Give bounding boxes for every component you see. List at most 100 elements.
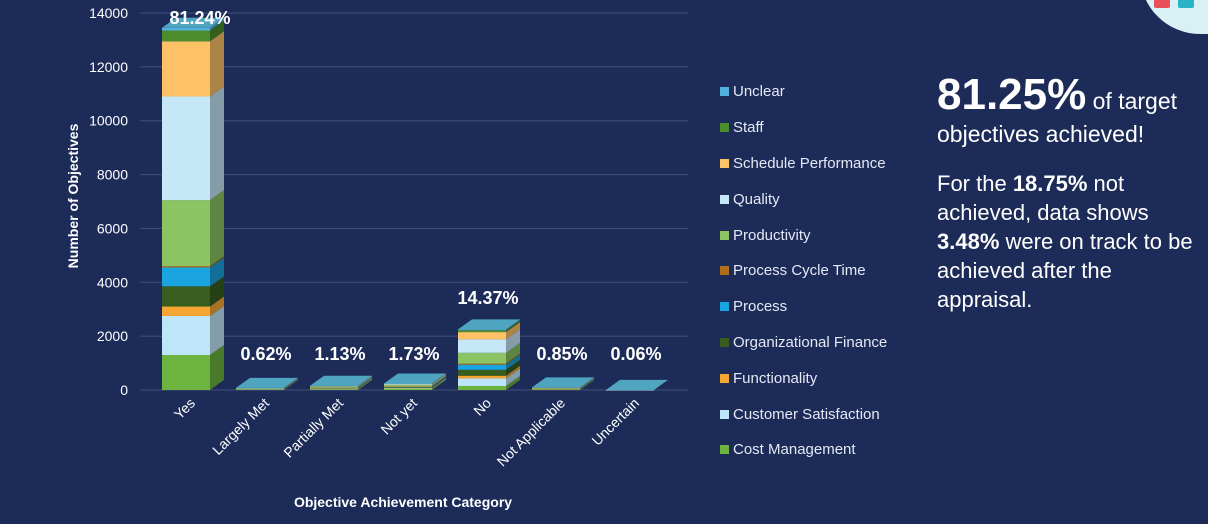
- y-tick-label: 12000: [89, 59, 128, 75]
- bar-segment-side: [284, 379, 298, 390]
- legend-swatch: [720, 302, 729, 312]
- bar-segment: [310, 388, 358, 389]
- legend-item-schedule-performance: Schedule Performance: [720, 146, 920, 182]
- legend-item-organizational-finance: Organizational Finance: [720, 325, 920, 361]
- data-label: 1.13%: [314, 344, 365, 364]
- bar-segment: [310, 386, 358, 388]
- headline-percentage: 81.25%: [937, 70, 1087, 119]
- bar-segment-side: [580, 377, 594, 389]
- bar-segment-side: [284, 377, 298, 388]
- bar-segment-side: [580, 378, 594, 390]
- bar-segment-side: [654, 379, 668, 390]
- bar-segment: [310, 385, 358, 387]
- legend-label: Schedule Performance: [733, 154, 886, 172]
- legend-item-process: Process: [720, 289, 920, 325]
- legend-item-quality: Quality: [720, 181, 920, 217]
- legend-swatch: [720, 230, 729, 240]
- bar-segment-side: [654, 379, 668, 390]
- bar-segment: [162, 306, 210, 316]
- summary-headline: 81.25% of target objectives achieved!: [937, 70, 1205, 147]
- bar-segment: [458, 378, 506, 386]
- bar-segment-side: [210, 344, 224, 390]
- bar-segment-side: [358, 378, 372, 389]
- bar-segment-side: [432, 377, 446, 388]
- bar-segment-side: [358, 375, 372, 386]
- bar-segment-side: [358, 375, 372, 387]
- bar-segment-side: [210, 305, 224, 355]
- bar-segment: [236, 389, 284, 390]
- legend-item-cost-management: Cost Management: [720, 432, 920, 468]
- category-label: Not yet: [377, 395, 420, 438]
- data-label: 0.62%: [240, 344, 291, 364]
- bar-segment-side: [580, 379, 594, 390]
- legend-swatch: [720, 87, 729, 97]
- legend-swatch: [720, 373, 729, 383]
- bar-segment-side: [506, 375, 520, 390]
- category-label: Uncertain: [588, 395, 642, 449]
- bar-segment-side: [210, 190, 224, 267]
- legend-label: Organizational Finance: [733, 333, 888, 351]
- bar-segment-side: [432, 374, 446, 386]
- bar-segment: [310, 388, 358, 390]
- bar-segment-side: [210, 20, 224, 42]
- data-label: 81.24%: [169, 8, 230, 28]
- bar-segment: [384, 383, 432, 385]
- bar-segment-side: [580, 378, 594, 389]
- legend-item-process-cycle-time: Process Cycle Time: [720, 253, 920, 289]
- bar-segment: [162, 354, 210, 390]
- bar-segment-side: [358, 377, 372, 389]
- bar-segment-side: [210, 86, 224, 201]
- legend-label: Quality: [733, 190, 780, 208]
- bar-segment-side: [506, 319, 520, 331]
- bar-segment: [458, 363, 506, 365]
- bar-top-face: [532, 377, 594, 388]
- category-label: No: [470, 395, 494, 419]
- body-text-2: not achieved, data shows: [937, 171, 1149, 226]
- y-tick-label: 0: [120, 382, 128, 398]
- legend-swatch: [720, 409, 729, 419]
- bar-segment: [310, 386, 358, 387]
- category-label: Partially Met: [280, 395, 346, 461]
- bar-top-face: [606, 379, 668, 390]
- body-pct-not-achieved: 18.75%: [1012, 171, 1088, 197]
- summary-body: For the 18.75% not achieved, data shows …: [937, 169, 1205, 314]
- bar-segment: [384, 384, 432, 386]
- body-pct-on-track: 3.48%: [937, 229, 1000, 255]
- data-label: 0.85%: [536, 344, 587, 364]
- bar-segment: [458, 329, 506, 331]
- bar-segment: [458, 369, 506, 376]
- bar-segment-side: [654, 379, 668, 390]
- legend-swatch: [720, 194, 729, 204]
- headline-text-1: of target: [1086, 88, 1178, 114]
- bar-segment: [162, 315, 210, 355]
- bar-segment: [162, 200, 210, 267]
- bar-segment: [310, 387, 358, 389]
- body-text-3: were on track to be achieved after the a…: [937, 229, 1193, 313]
- bar-segment-side: [432, 377, 446, 389]
- y-axis-label: Number of Objectives: [65, 123, 81, 268]
- bar-segment: [162, 96, 210, 201]
- body-text-1: For the: [937, 171, 1013, 197]
- bar-segment-side: [358, 376, 372, 387]
- bar-segment-side: [358, 375, 372, 386]
- logo-square-red: [1154, 0, 1170, 8]
- bar-segment-side: [432, 378, 446, 390]
- data-label: 0.06%: [610, 344, 661, 364]
- bar-segment-side: [432, 377, 446, 388]
- bar-segment: [162, 286, 210, 307]
- bar-segment: [310, 388, 358, 389]
- bar-segment-side: [580, 379, 594, 390]
- legend-label: Productivity: [733, 226, 811, 244]
- bar-segment-side: [432, 376, 446, 388]
- bar-segment-side: [284, 379, 298, 390]
- y-tick-label: 8000: [97, 167, 128, 183]
- bar-segment: [310, 389, 358, 390]
- bar-segment-side: [580, 378, 594, 389]
- y-tick-label: 4000: [97, 274, 128, 290]
- y-tick-label: 2000: [97, 328, 128, 344]
- bar-segment: [458, 332, 506, 340]
- category-label: Not Applicable: [494, 395, 569, 470]
- bar-segment-side: [432, 375, 446, 387]
- legend-item-staff: Staff: [720, 110, 920, 146]
- bar-segment-side: [506, 322, 520, 340]
